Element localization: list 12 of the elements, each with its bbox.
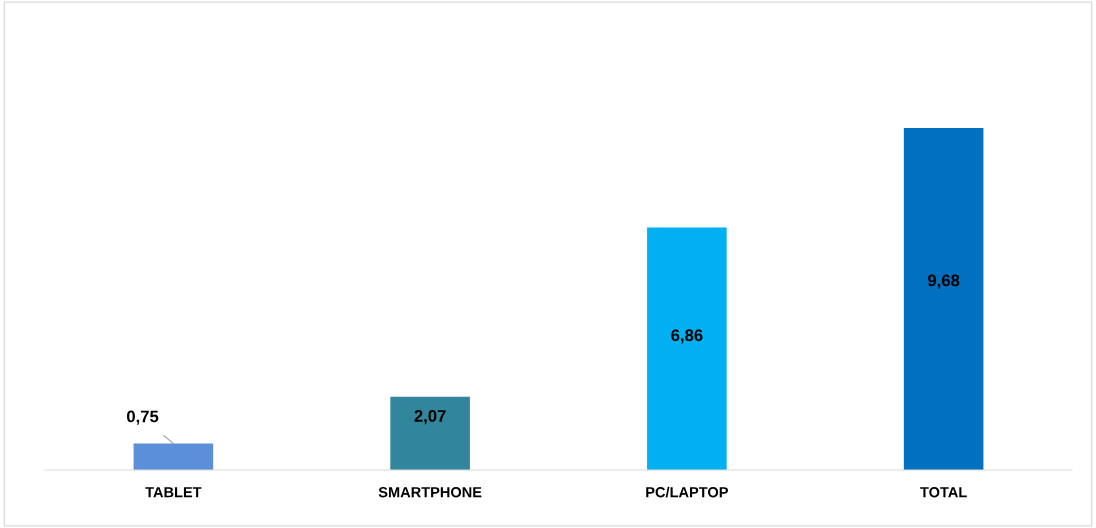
x-tick-label: SMARTPHONE <box>378 487 482 498</box>
bar <box>133 443 214 470</box>
data-label: 6,86 <box>671 329 703 344</box>
bar <box>390 396 470 470</box>
x-tick-label: TOTAL <box>920 487 967 498</box>
bar <box>903 127 984 470</box>
x-tick-label: TABLET <box>145 487 202 498</box>
x-tick-label: PC/LAPTOP <box>646 486 728 498</box>
data-label: 2,07 <box>414 410 446 425</box>
bar <box>647 227 727 470</box>
data-label: 0,75 <box>127 410 159 425</box>
data-label: 9,68 <box>927 274 960 289</box>
